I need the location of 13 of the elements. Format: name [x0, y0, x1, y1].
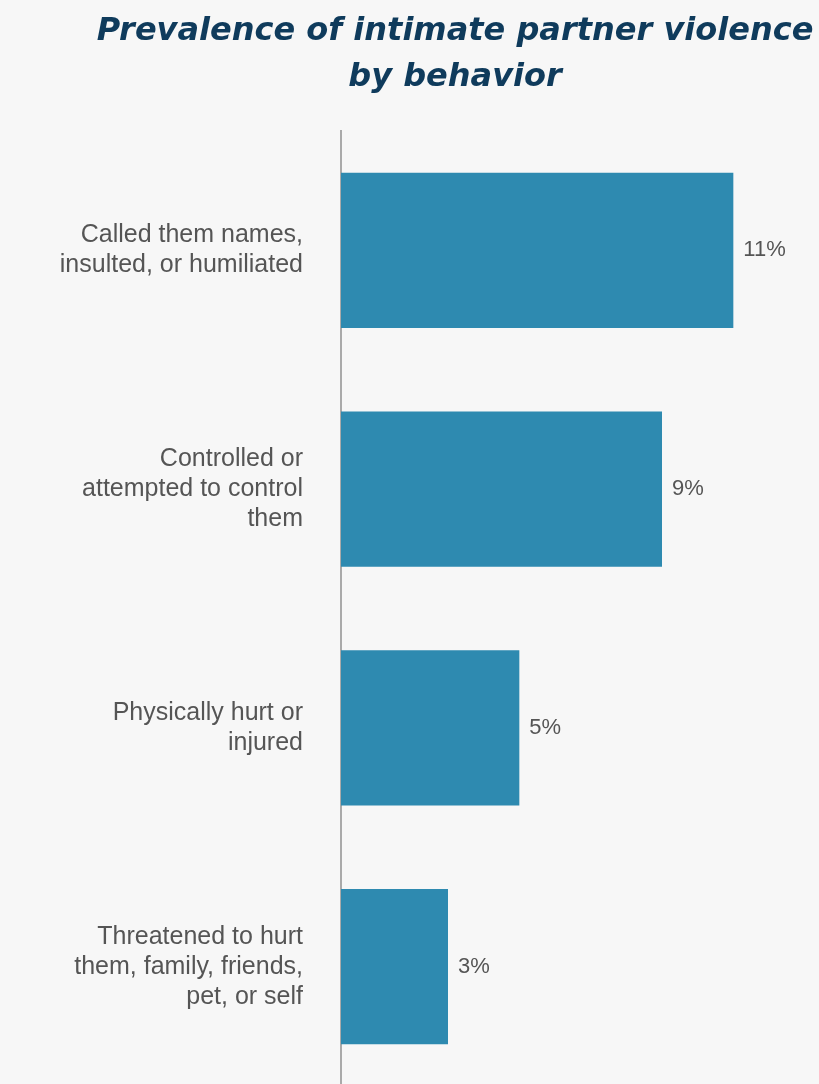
data-label: 11%: [743, 236, 786, 262]
data-label: 5%: [529, 713, 562, 739]
bar: [341, 172, 734, 328]
bar: [341, 411, 662, 567]
bar: [341, 650, 520, 806]
data-label: 3%: [458, 952, 490, 978]
y-tick-label: Controlled or attempted to control them: [82, 443, 303, 532]
y-tick-label: Physically hurt or injured: [112, 696, 303, 755]
chart-title: Prevalence of intimate partner violence by behavior: [95, 9, 815, 96]
y-tick-label: Called them names, insulted, or humiliated: [59, 219, 303, 278]
bar: [341, 889, 448, 1045]
y-tick-label: Threatened to hurt them, family, friends, pet, or self: [74, 920, 304, 1009]
data-label: 9%: [672, 475, 704, 501]
